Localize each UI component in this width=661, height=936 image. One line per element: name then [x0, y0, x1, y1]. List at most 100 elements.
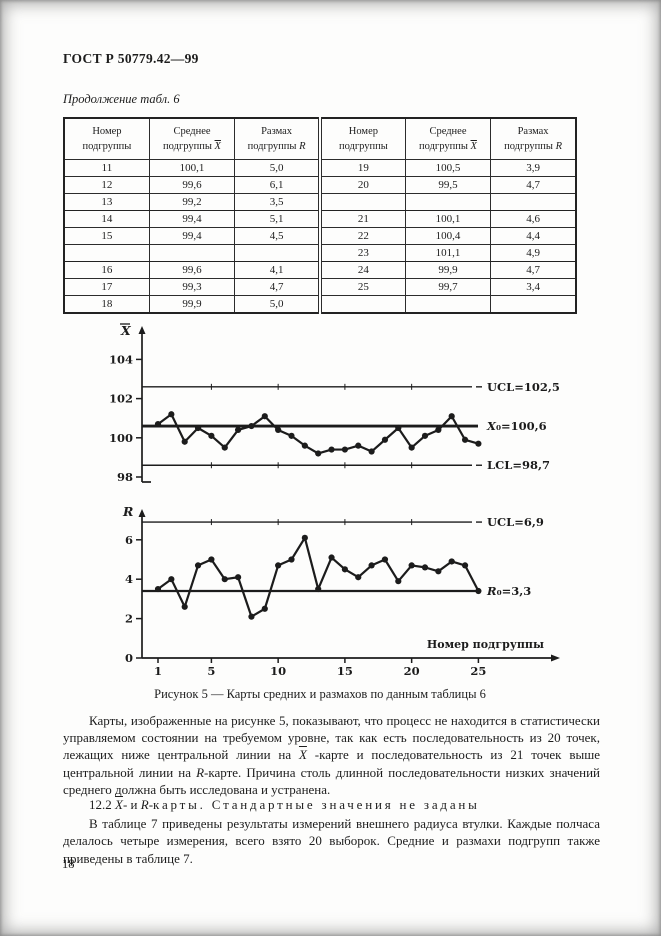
paragraph-analysis: Карты, изображенные на рисунке 5, показы…: [63, 712, 600, 798]
table-cell: 4,4: [490, 227, 577, 245]
data-point: [235, 574, 242, 581]
data-point: [368, 448, 375, 455]
table-cell: 4,7: [490, 261, 577, 279]
table-cell: 24: [319, 261, 406, 279]
table-cell: 25: [319, 278, 406, 296]
table-cell: 14: [63, 210, 150, 228]
page-number: 18: [62, 857, 75, 871]
y-axis-label: R: [122, 504, 133, 519]
table-cell: 19: [319, 159, 406, 177]
table-cell: 12: [63, 176, 150, 194]
table-cell: 18: [63, 295, 150, 314]
table-row: 13 99,2 3,5: [63, 193, 577, 211]
data-point: [328, 446, 335, 453]
data-point: [355, 574, 362, 581]
x-axis-arrow: [551, 654, 560, 662]
y-tick-label: 98: [117, 470, 133, 484]
table-cell: 3,4: [490, 278, 577, 296]
text-segment: R: [555, 141, 563, 152]
table-cell: 15: [63, 227, 150, 245]
data-point: [194, 562, 202, 569]
table-cell: 5,0: [234, 295, 322, 314]
xbar-chart: X 98 100 102 104 UCL=102,5 X₀=100,6 LCL=98,7: [109, 323, 560, 484]
x-tick-label: 1: [154, 664, 162, 678]
table-cell: [490, 193, 577, 211]
data-point: [288, 432, 295, 439]
data-point: [194, 424, 202, 432]
data-point: [221, 444, 228, 451]
data-point: [381, 556, 389, 563]
y-tick-label: 102: [109, 392, 133, 406]
data-point: [261, 605, 268, 612]
table-header-row: Номер подгруппы Среднее подгруппы X Размах по…: [63, 117, 577, 160]
table-cell: 100,1: [148, 159, 236, 177]
table-header-cell: Номер подгруппы: [63, 117, 150, 160]
table-cell: 4,7: [234, 278, 322, 296]
text-segment: 12.2: [89, 797, 115, 812]
section-heading-12-2: 12.2 X- и R-карты. Стандартные значения …: [63, 796, 600, 813]
table-row: 16 99,6 4,1 24 99,9 4,7: [63, 261, 577, 279]
table-cell: 4,7: [490, 176, 577, 194]
y-axis-label: X: [120, 323, 132, 338]
table-cell: 100,5: [404, 159, 492, 177]
data-point: [221, 576, 228, 583]
text-segment: Размах: [261, 126, 293, 137]
data-point: [461, 562, 469, 569]
data-point: [208, 432, 215, 439]
table-row: 18 99,9 5,0: [63, 295, 577, 314]
text-segment: - и: [122, 797, 141, 812]
text-segment: Номер: [92, 126, 122, 137]
table-row: 15 99,4 4,5 22 100,4 4,4: [63, 227, 577, 245]
data-point: [168, 576, 175, 583]
data-point: [475, 440, 482, 447]
y-axis-arrow: [138, 509, 146, 517]
y-tick-label: 100: [109, 431, 133, 445]
x-tick-label: 15: [337, 664, 353, 678]
text-segment: X: [470, 141, 477, 152]
table-header-cell: Размах подгруппы R: [234, 117, 322, 160]
table-cell: 100,4: [404, 227, 492, 245]
text-segment: R: [196, 764, 205, 780]
table-cell: 23: [319, 244, 406, 262]
subgroup-data-table: Номер подгруппы Среднее подгруппы X Размах по…: [63, 117, 577, 314]
table-cell: 21: [319, 210, 406, 228]
data-point: [448, 558, 455, 565]
line-label: LCL=98,7: [487, 458, 550, 472]
text-segment: Карты, изображенные на рисунке 5, показы…: [63, 713, 600, 763]
table-cell: 99,5: [404, 176, 492, 194]
data-point: [435, 426, 442, 434]
data-point: [341, 446, 348, 453]
text-segment: X: [214, 141, 221, 152]
y-tick-label: 2: [125, 612, 133, 626]
x-tick-label: 25: [470, 664, 486, 678]
table-cell: 99,6: [148, 176, 236, 194]
line-label: R₀=3,3: [486, 584, 531, 598]
table-header-cell: Среднее подгруппы X: [404, 117, 492, 160]
table-cell: 11: [63, 159, 150, 177]
data-point: [315, 450, 322, 457]
data-point: [275, 426, 282, 434]
table-cell: [404, 295, 492, 314]
table-cell: 4,5: [234, 227, 322, 245]
table-cell: 99,4: [148, 210, 236, 228]
data-point: [328, 554, 335, 561]
table-body: 11 100,1 5,0 19 100,5 3,9 12 99,6 6,1 20 99,5 4,7 13…: [63, 159, 577, 314]
data-point: [395, 424, 402, 432]
text-segment: R: [140, 797, 149, 812]
table-cell: 99,6: [148, 261, 236, 279]
text-segment: R: [299, 141, 306, 152]
data-point: [301, 442, 308, 449]
table-cell: 101,1: [404, 244, 492, 262]
text-segment: X: [298, 747, 307, 763]
data-point: [408, 562, 415, 569]
data-point: [181, 438, 188, 445]
y-tick-label: 6: [125, 533, 133, 547]
table-cell: 3,5: [234, 193, 322, 211]
table-cell: [490, 295, 577, 314]
text-segment: Номер: [348, 126, 378, 137]
text-segment: карты. Стандартные значения не заданы: [153, 797, 480, 812]
data-point: [435, 568, 442, 575]
table-cell: 99,2: [148, 193, 236, 211]
y-tick-label: 4: [125, 572, 133, 586]
